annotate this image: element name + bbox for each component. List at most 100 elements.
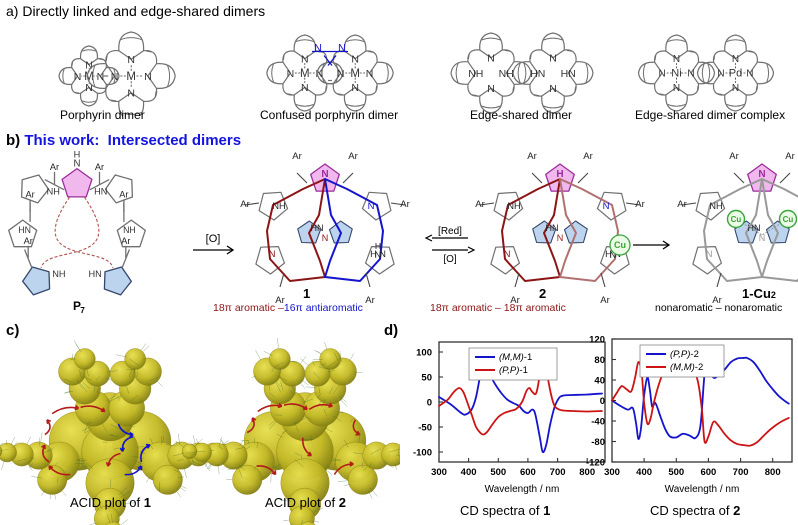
svg-text:HN: HN <box>311 223 324 233</box>
svg-text:N: N <box>759 233 766 243</box>
svg-text:N: N <box>74 71 82 83</box>
svg-text:Ar: Ar <box>635 199 645 210</box>
svg-text:(P,P)-1: (P,P)-1 <box>499 365 528 376</box>
svg-text:N: N <box>144 71 152 83</box>
svg-text:(M,M)-1: (M,M)-1 <box>499 352 532 363</box>
svg-text:400: 400 <box>636 467 652 478</box>
svg-text:N: N <box>269 249 276 260</box>
svg-text:NH: NH <box>123 225 136 235</box>
svg-text:HN: HN <box>94 186 107 196</box>
svg-text:N: N <box>658 69 665 80</box>
svg-text:N: N <box>549 53 557 65</box>
svg-text:Ar: Ar <box>527 151 537 162</box>
svg-text:Ar: Ar <box>600 295 610 306</box>
svg-text:Ar: Ar <box>583 151 593 162</box>
svg-text:Ar: Ar <box>729 151 739 162</box>
svg-text:HN: HN <box>748 223 761 233</box>
svg-text:N: N <box>111 71 119 83</box>
svg-text:N: N <box>301 82 309 94</box>
svg-text:NH: NH <box>499 68 514 80</box>
svg-text:N: N <box>375 250 382 260</box>
svg-text:N: N <box>758 169 765 180</box>
svg-text:NH: NH <box>468 68 483 80</box>
svg-text:N: N <box>504 249 511 260</box>
svg-text:Cu: Cu <box>731 215 742 224</box>
svg-text:Cu: Cu <box>783 215 794 224</box>
svg-text:50: 50 <box>421 373 432 384</box>
svg-text:600: 600 <box>700 467 716 478</box>
svg-text:H: H <box>556 169 563 180</box>
svg-text:NH: NH <box>709 201 722 211</box>
svg-text:N: N <box>287 68 295 80</box>
svg-text:Ar: Ar <box>400 199 410 210</box>
svg-text:NH: NH <box>52 269 65 279</box>
svg-text:40: 40 <box>594 376 605 387</box>
svg-text:N: N <box>127 54 135 66</box>
svg-text:HN: HN <box>546 223 559 233</box>
svg-text:7: 7 <box>80 306 85 315</box>
svg-text:N: N <box>338 43 346 55</box>
svg-text:Ar: Ar <box>785 151 795 162</box>
svg-text:N: N <box>314 43 322 55</box>
svg-text:300: 300 <box>431 467 447 478</box>
svg-text:600: 600 <box>520 467 536 478</box>
svg-text:HN: HN <box>530 68 545 80</box>
svg-text:HN: HN <box>561 68 576 80</box>
svg-text:Ar: Ar <box>475 199 485 210</box>
svg-text:N: N <box>351 82 359 94</box>
svg-text:N: N <box>706 249 713 260</box>
svg-text:N: N <box>74 159 81 170</box>
svg-text:Ar: Ar <box>119 190 128 200</box>
svg-text:Ar: Ar <box>292 151 302 162</box>
svg-text:700: 700 <box>733 467 749 478</box>
svg-text:N: N <box>603 201 610 212</box>
svg-text:N: N <box>746 69 753 80</box>
svg-text:Ar: Ar <box>50 162 59 172</box>
svg-text:N: N <box>487 53 495 65</box>
svg-text:Cu: Cu <box>614 240 626 250</box>
svg-text:Ar: Ar <box>240 199 250 210</box>
svg-text:N: N <box>97 71 105 83</box>
svg-text:Ar: Ar <box>24 236 33 246</box>
svg-text:[O]: [O] <box>443 254 457 265</box>
svg-text:NH: NH <box>272 201 285 211</box>
svg-text:N: N <box>717 69 724 80</box>
svg-text:N: N <box>85 82 93 94</box>
svg-text:Wavelength / nm: Wavelength / nm <box>665 484 740 495</box>
svg-text:Ar: Ar <box>95 162 104 172</box>
svg-text:HN: HN <box>18 225 31 235</box>
svg-text:80: 80 <box>594 355 605 366</box>
svg-text:(P,P)-2: (P,P)-2 <box>670 349 699 360</box>
svg-text:0: 0 <box>600 396 605 407</box>
svg-text:Ar: Ar <box>26 190 35 200</box>
svg-text:800: 800 <box>765 467 781 478</box>
svg-text:N: N <box>321 169 328 180</box>
svg-text:N: N <box>366 68 374 80</box>
svg-text:Wavelength / nm: Wavelength / nm <box>485 484 560 495</box>
svg-text:N: N <box>487 83 495 95</box>
svg-text:M: M <box>126 71 136 83</box>
svg-text:N: N <box>368 201 375 212</box>
svg-text:HN: HN <box>89 269 102 279</box>
svg-text:N: N <box>557 233 564 243</box>
svg-text:Ar: Ar <box>677 199 687 210</box>
svg-text:300: 300 <box>604 467 620 478</box>
svg-text:N: N <box>673 83 680 94</box>
svg-text:100: 100 <box>416 348 432 359</box>
svg-text:[O]: [O] <box>206 233 221 245</box>
svg-text:NH: NH <box>507 201 520 211</box>
svg-text:(M,M)-2: (M,M)-2 <box>670 362 703 373</box>
svg-text:Ar: Ar <box>365 295 375 306</box>
svg-text:N: N <box>687 69 694 80</box>
svg-text:NH: NH <box>47 186 60 196</box>
svg-text:-40: -40 <box>591 417 605 428</box>
svg-text:N: N <box>549 83 557 95</box>
svg-text:-80: -80 <box>591 437 605 448</box>
svg-text:500: 500 <box>668 467 684 478</box>
svg-text:120: 120 <box>589 335 605 346</box>
svg-text:N: N <box>127 88 135 100</box>
svg-text:N: N <box>337 68 345 80</box>
svg-text:Ar: Ar <box>121 236 130 246</box>
svg-text:[Red]: [Red] <box>438 226 462 237</box>
svg-text:N: N <box>322 233 329 243</box>
